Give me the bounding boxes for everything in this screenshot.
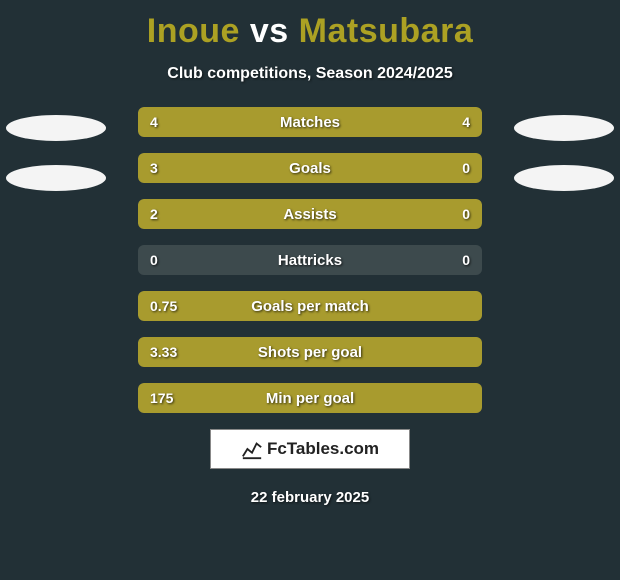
stat-value-left: 0 bbox=[138, 245, 170, 275]
player2-name: Matsubara bbox=[299, 12, 474, 50]
stat-row: 0.75Goals per match bbox=[138, 291, 482, 321]
team-badge-placeholder bbox=[514, 115, 614, 141]
stat-fill-left bbox=[138, 337, 482, 367]
stat-value-right: 0 bbox=[450, 245, 482, 275]
stat-row: 0 0Hattricks bbox=[138, 245, 482, 275]
chart-icon bbox=[241, 438, 263, 460]
team-badge-placeholder bbox=[514, 165, 614, 191]
stat-fill-right bbox=[310, 107, 482, 137]
stat-row: 20Assists bbox=[138, 199, 482, 229]
team-badge-placeholder bbox=[6, 165, 106, 191]
subtitle: Club competitions, Season 2024/2025 bbox=[0, 65, 620, 83]
stat-fill-right bbox=[403, 199, 482, 229]
vs-label: vs bbox=[250, 12, 289, 50]
stat-fill-left bbox=[138, 383, 482, 413]
watermark-text: FcTables.com bbox=[267, 439, 379, 459]
stat-fill-right bbox=[403, 153, 482, 183]
team-badge-placeholder bbox=[6, 115, 106, 141]
date-label: 22 february 2025 bbox=[0, 489, 620, 506]
stat-row: 3.33Shots per goal bbox=[138, 337, 482, 367]
right-badge-column bbox=[514, 107, 614, 191]
stat-row: 30Goals bbox=[138, 153, 482, 183]
stat-bars: 44Matches 30Goals 20Assists 0 0Hattricks 0.75… bbox=[138, 107, 482, 413]
player1-name: Inoue bbox=[147, 12, 240, 50]
title-row: Inoue vs Matsubara bbox=[0, 0, 620, 51]
stat-fill-left bbox=[138, 199, 403, 229]
comparison-card: Inoue vs Matsubara Club competitions, Se… bbox=[0, 0, 620, 580]
stat-row: 44Matches bbox=[138, 107, 482, 137]
stat-row: 175Min per goal bbox=[138, 383, 482, 413]
content-area: 44Matches 30Goals 20Assists 0 0Hattricks 0.75… bbox=[0, 107, 620, 506]
stat-fill-left bbox=[138, 107, 310, 137]
left-badge-column bbox=[6, 107, 106, 191]
watermark-badge: FcTables.com bbox=[210, 429, 410, 469]
stat-fill-left bbox=[138, 153, 403, 183]
stat-label: Hattricks bbox=[138, 245, 482, 275]
stat-fill-left bbox=[138, 291, 482, 321]
